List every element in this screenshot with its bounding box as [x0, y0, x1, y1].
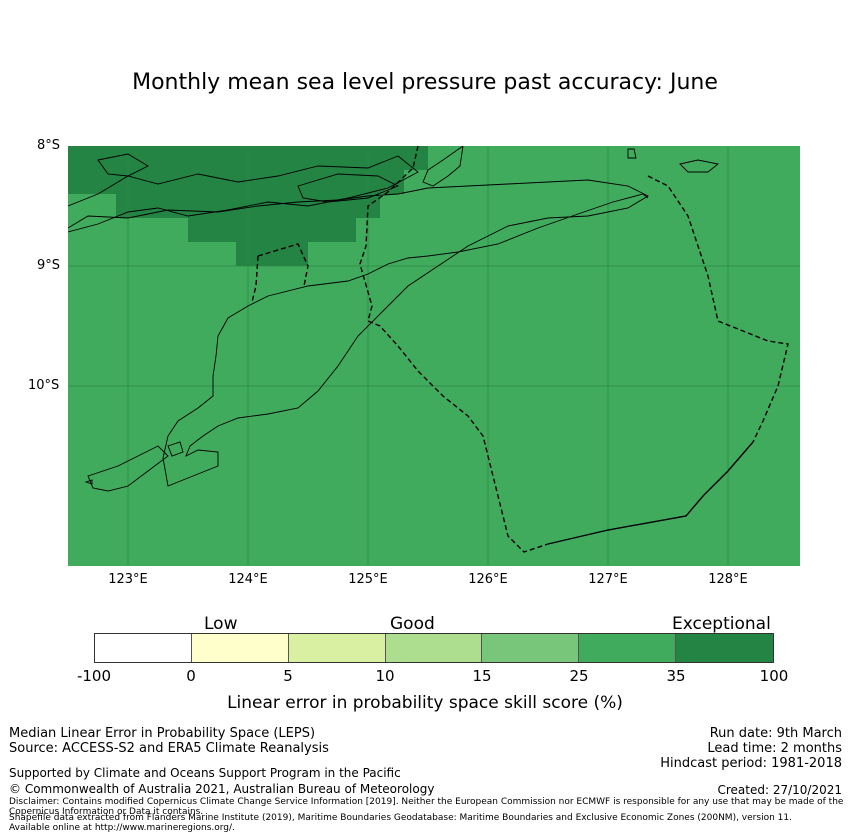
chart-title: Monthly mean sea level pressure past acc…: [132, 70, 718, 95]
skill-map: [68, 146, 800, 566]
colorbar-tick: 10: [375, 667, 395, 685]
category-exceptional: Exceptional: [672, 614, 771, 634]
lon-label-125e: 125°E: [348, 572, 388, 587]
colorbar: [94, 633, 774, 663]
shapefile-credit: Shapefile data extracted from Flanders M…: [9, 813, 792, 833]
category-good: Good: [390, 614, 435, 634]
lon-label-126e: 126°E: [468, 572, 508, 587]
lon-label-124e: 124°E: [228, 572, 268, 587]
source-text: Source: ACCESS-S2 and ERA5 Climate Reana…: [9, 741, 329, 756]
colorbar-tick: 35: [666, 667, 686, 685]
copyright-text: © Commonwealth of Australia 2021, Austra…: [9, 782, 435, 796]
colorbar-segment: [482, 634, 580, 662]
colorbar-segment: [191, 634, 289, 662]
lat-label-8s: 8°S: [37, 138, 61, 153]
lat-label-10s: 10°S: [28, 378, 60, 393]
created-date: Created: 27/10/2021: [717, 783, 842, 797]
colorbar-tick: 25: [569, 667, 589, 685]
colorbar-tick: -100: [76, 667, 112, 685]
eez-boundary: [251, 146, 789, 553]
colorbar-tick: 5: [283, 667, 293, 685]
gridlines: [68, 146, 800, 566]
support-text: Supported by Climate and Oceans Support …: [9, 766, 401, 780]
colorbar-segment: [579, 634, 677, 662]
colorbar-tick: 15: [472, 667, 492, 685]
colorbar-tick: 100: [759, 667, 789, 685]
method-text: Median Linear Error in Probability Space…: [9, 726, 316, 741]
lon-label-127e: 127°E: [588, 572, 628, 587]
category-low: Low: [204, 614, 238, 634]
map-svg: [68, 146, 800, 566]
disclaimer-text: Disclaimer: Contains modified Copernicus…: [9, 797, 844, 817]
colorbar-tick: 0: [186, 667, 196, 685]
hindcast-period: Hindcast period: 1981-2018: [660, 756, 842, 771]
colorbar-segment: [385, 634, 483, 662]
colorbar-segment: [95, 634, 192, 662]
lead-time: Lead time: 2 months: [707, 741, 842, 756]
lon-label-128e: 128°E: [708, 572, 748, 587]
coastlines: [68, 146, 720, 492]
run-date: Run date: 9th March: [709, 726, 842, 741]
lat-label-9s: 9°S: [37, 258, 61, 273]
colorbar-segment: [676, 634, 773, 662]
colorbar-segment: [288, 634, 386, 662]
lon-label-123e: 123°E: [108, 572, 148, 587]
colorbar-label: Linear error in probability space skill …: [227, 693, 623, 713]
